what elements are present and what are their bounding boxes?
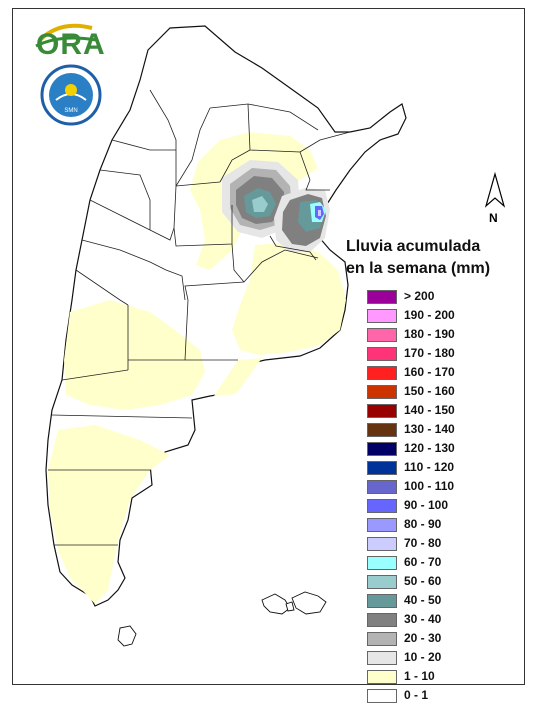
legend-item: 0 - 1	[367, 687, 507, 706]
legend-swatch	[367, 689, 397, 703]
legend-range-label: 20 - 30	[404, 631, 442, 645]
legend-range-label: 1 - 10	[404, 669, 435, 683]
legend-item: 100 - 110	[367, 478, 507, 497]
legend-item: 120 - 130	[367, 440, 507, 459]
legend-item: 190 - 200	[367, 307, 507, 326]
legend-swatch	[367, 461, 397, 475]
smn-seal-icon: SMN	[40, 64, 102, 126]
legend-item: 60 - 70	[367, 554, 507, 573]
province-borders	[48, 89, 351, 546]
legend-swatch	[367, 347, 397, 361]
rain-zone-entrerios-peak	[318, 210, 321, 216]
tierra-del-fuego	[117, 625, 137, 647]
legend-item: 30 - 40	[367, 611, 507, 630]
legend-swatch	[367, 290, 397, 304]
north-arrow-icon	[480, 171, 510, 228]
rain-zone-east	[232, 242, 346, 355]
legend-title-line2: en la semana (mm)	[346, 260, 491, 277]
legend-swatch	[367, 366, 397, 380]
legend-swatch	[367, 537, 397, 551]
legend-range-label: 90 - 100	[404, 498, 449, 512]
legend-range-label: 60 - 70	[404, 555, 442, 569]
rain-zone-santafe-50-60	[252, 196, 268, 212]
ora-logo-text: ORA	[36, 28, 106, 61]
legend-swatch	[367, 556, 397, 570]
legend-item: 160 - 170	[367, 364, 507, 383]
legend-range-label: 140 - 150	[404, 403, 455, 417]
legend-range-label: 120 - 130	[404, 441, 455, 455]
legend-item: 130 - 140	[367, 421, 507, 440]
legend-item: 170 - 180	[367, 345, 507, 364]
north-label: N	[489, 211, 498, 225]
legend-swatch	[367, 670, 397, 684]
legend-item: 150 - 160	[367, 383, 507, 402]
legend-range-label: 170 - 180	[404, 346, 455, 360]
legend-swatch	[367, 309, 397, 323]
legend-swatch	[367, 575, 397, 589]
legend-swatch	[367, 480, 397, 494]
legend-range-label: 110 - 120	[404, 460, 455, 474]
legend-item: 40 - 50	[367, 592, 507, 611]
legend-swatch	[367, 613, 397, 627]
legend-item: > 200	[367, 288, 507, 307]
legend-item: 50 - 60	[367, 573, 507, 592]
legend-range-label: 30 - 40	[404, 612, 442, 626]
legend-range-label: 10 - 20	[404, 650, 442, 664]
legend-item: 10 - 20	[367, 649, 507, 668]
legend-item: 90 - 100	[367, 497, 507, 516]
legend-swatch	[367, 328, 397, 342]
legend-title-line1: Lluvia acumulada	[346, 238, 481, 255]
legend-range-label: 100 - 110	[404, 479, 455, 493]
rainfall-legend: > 200 190 - 200 180 - 190 170 - 180 160 - 17…	[367, 288, 507, 706]
legend-item: 80 - 90	[367, 516, 507, 535]
legend-swatch	[367, 518, 397, 532]
legend-swatch	[367, 632, 397, 646]
malvinas-islands	[261, 591, 327, 615]
legend-item: 110 - 120	[367, 459, 507, 478]
legend-range-label: 160 - 170	[404, 365, 455, 379]
legend-range-label: 180 - 190	[404, 327, 455, 341]
legend-swatch	[367, 385, 397, 399]
legend-range-label: 0 - 1	[404, 688, 429, 702]
legend-range-label: 150 - 160	[404, 384, 455, 398]
rain-zone-buenos-aires-coast	[214, 358, 262, 396]
legend-range-label: 50 - 60	[404, 574, 442, 588]
legend-swatch	[367, 404, 397, 418]
legend-swatch	[367, 594, 397, 608]
legend-range-label: 70 - 80	[404, 536, 442, 550]
legend-title: Lluvia acumulada en la semana (mm)	[346, 236, 526, 280]
rain-zone-center	[64, 300, 205, 410]
legend-swatch	[367, 423, 397, 437]
legend-swatch	[367, 651, 397, 665]
legend-item: 1 - 10	[367, 668, 507, 687]
legend-swatch	[367, 442, 397, 456]
legend-range-label: 190 - 200	[404, 308, 455, 322]
legend-range-label: > 200	[404, 289, 435, 303]
legend-range-label: 80 - 90	[404, 517, 442, 531]
legend-range-label: 40 - 50	[404, 593, 442, 607]
legend-item: 180 - 190	[367, 326, 507, 345]
ora-logo-icon	[35, 23, 97, 48]
legend-item: 20 - 30	[367, 630, 507, 649]
seal-center-text: SMN	[64, 108, 77, 114]
legend-item: 70 - 80	[367, 535, 507, 554]
legend-range-label: 130 - 140	[404, 422, 455, 436]
legend-swatch	[367, 499, 397, 513]
legend-item: 140 - 150	[367, 402, 507, 421]
